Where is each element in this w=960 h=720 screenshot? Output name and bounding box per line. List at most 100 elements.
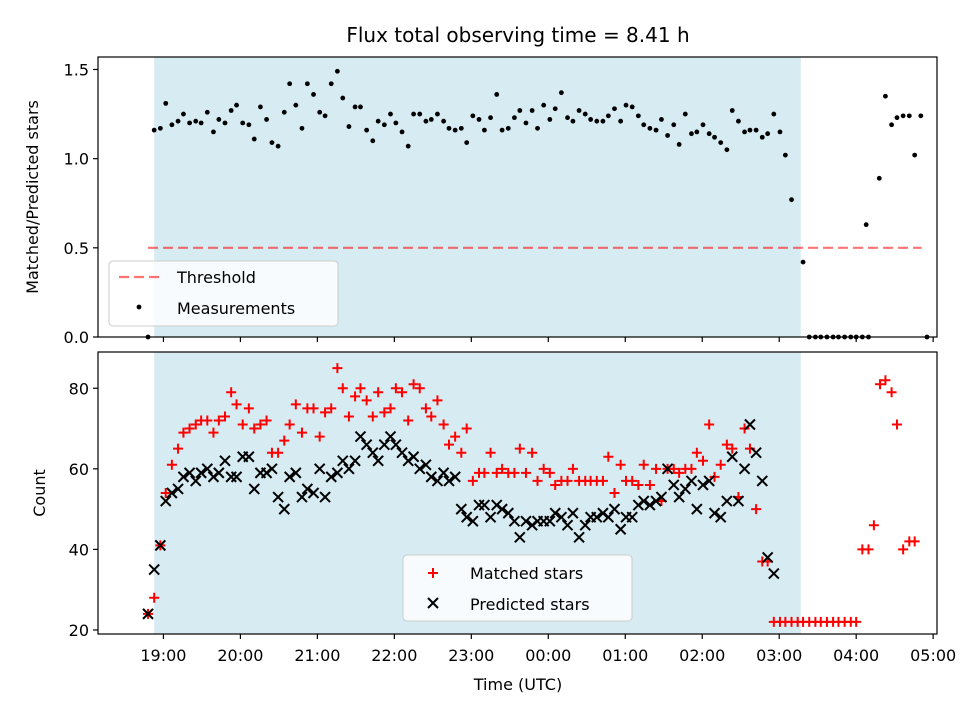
- matched-star-point: [909, 536, 920, 547]
- legend: Matched stars Predicted stars: [402, 554, 633, 622]
- measurement-point: [482, 127, 487, 133]
- matched-star-point: [886, 387, 897, 398]
- matched-star-point: [509, 467, 520, 478]
- matched-star-point: [438, 419, 449, 430]
- measurement-point: [258, 104, 263, 110]
- predicted-star-point: [407, 451, 420, 463]
- predicted-star-point: [378, 438, 391, 451]
- chart-title: Flux total observing time = 8.41 h: [346, 23, 689, 47]
- measurement-point: [251, 136, 257, 142]
- predicted-star-point: [455, 503, 468, 515]
- predicted-star-point: [573, 531, 585, 544]
- measurement-point: [157, 125, 163, 131]
- predicted-star-point: [726, 451, 738, 463]
- predicted-star-point: [544, 515, 556, 527]
- matched-star-point: [514, 443, 525, 454]
- predicted-star-point: [549, 507, 561, 519]
- y-tick-label: 80: [69, 379, 89, 398]
- matched-star-point: [538, 463, 549, 474]
- measurement-point: [393, 120, 399, 126]
- measurement-point: [187, 120, 192, 126]
- measurement-point: [364, 127, 370, 133]
- predicted-star-point: [685, 475, 698, 487]
- matched-star-point: [202, 415, 213, 426]
- matched-star-point: [361, 395, 372, 406]
- predicted-star-point: [219, 455, 231, 467]
- x-tick-label: 00:00: [525, 646, 571, 665]
- measurement-point: [299, 125, 305, 131]
- measurement-point: [405, 143, 411, 149]
- measurement-point: [216, 117, 222, 122]
- measurement-point: [876, 175, 882, 181]
- matched-star-point: [243, 403, 254, 414]
- matched-star-point: [651, 463, 662, 474]
- matched-star-point: [868, 520, 879, 531]
- predicted-star-point: [337, 455, 349, 467]
- measurement-point: [782, 152, 788, 158]
- measurement-point: [464, 140, 470, 146]
- measurement-point: [570, 118, 576, 124]
- measurement-point: [423, 118, 429, 124]
- matched-star-point: [461, 423, 472, 434]
- matched-star-point: [715, 459, 726, 470]
- y-tick-label: 0.0: [64, 328, 89, 347]
- measurement-point: [800, 259, 806, 265]
- matched-star-point: [350, 391, 361, 402]
- y-tick-label: 1.5: [64, 60, 89, 79]
- measurement-point: [718, 140, 724, 146]
- predicted-star-point: [514, 531, 526, 544]
- measurement-point: [682, 111, 688, 117]
- measurement-point: [618, 118, 624, 124]
- matched-star-point: [231, 399, 242, 410]
- measurement-point: [381, 122, 387, 128]
- measurement-point: [612, 106, 617, 112]
- measurement-point: [736, 118, 741, 124]
- matched-star-point: [891, 419, 902, 430]
- matched-star-point: [562, 475, 573, 486]
- measurement-point: [600, 118, 606, 124]
- x-tick-label: 02:00: [679, 646, 725, 665]
- measurement-point: [641, 122, 647, 128]
- matched-star-point: [255, 419, 266, 430]
- x-tick-label: 03:00: [756, 646, 802, 665]
- measurement-point: [671, 122, 677, 128]
- matched-star-point: [355, 383, 366, 394]
- predicted-star-point: [283, 471, 296, 483]
- matched-star-point: [332, 363, 343, 374]
- measurement-point: [724, 147, 730, 153]
- matched-star-point: [379, 407, 390, 418]
- measurement-point: [889, 122, 894, 128]
- matched-star-point: [160, 488, 171, 498]
- measurement-point: [900, 113, 906, 119]
- measurement-point: [565, 115, 570, 121]
- predicted-star-point: [478, 499, 491, 511]
- predicted-star-point: [343, 463, 355, 475]
- predicted-star-point: [614, 523, 627, 535]
- predicted-star-point: [195, 467, 207, 479]
- matched-star-point: [373, 387, 384, 398]
- matched-star-point: [420, 403, 431, 414]
- matched-star-point: [220, 411, 231, 422]
- predicted-star-point: [460, 511, 473, 523]
- legend-measurement-swatch: [136, 304, 142, 310]
- matched-star-point: [597, 475, 608, 486]
- measurement-point: [863, 222, 869, 228]
- measurement-point: [204, 109, 210, 115]
- matched-star-point: [567, 463, 578, 474]
- measurement-point: [771, 111, 777, 117]
- measurement-point: [777, 129, 783, 135]
- predicted-star-point: [331, 467, 344, 479]
- matched-star-point: [880, 375, 891, 386]
- matched-star-point: [751, 504, 762, 515]
- predicted-star-point: [384, 430, 397, 443]
- predicted-star-point: [608, 503, 621, 515]
- matched-star-point: [279, 435, 290, 446]
- predicted-star-point: [443, 475, 455, 487]
- matched-star-point: [403, 415, 414, 426]
- predicted-star-point: [502, 507, 514, 519]
- matched-star-point: [284, 419, 295, 430]
- axes-frame: [97, 56, 938, 338]
- measurement-point: [659, 117, 664, 122]
- matched-star-point: [426, 411, 437, 422]
- predicted-star-point: [290, 467, 302, 479]
